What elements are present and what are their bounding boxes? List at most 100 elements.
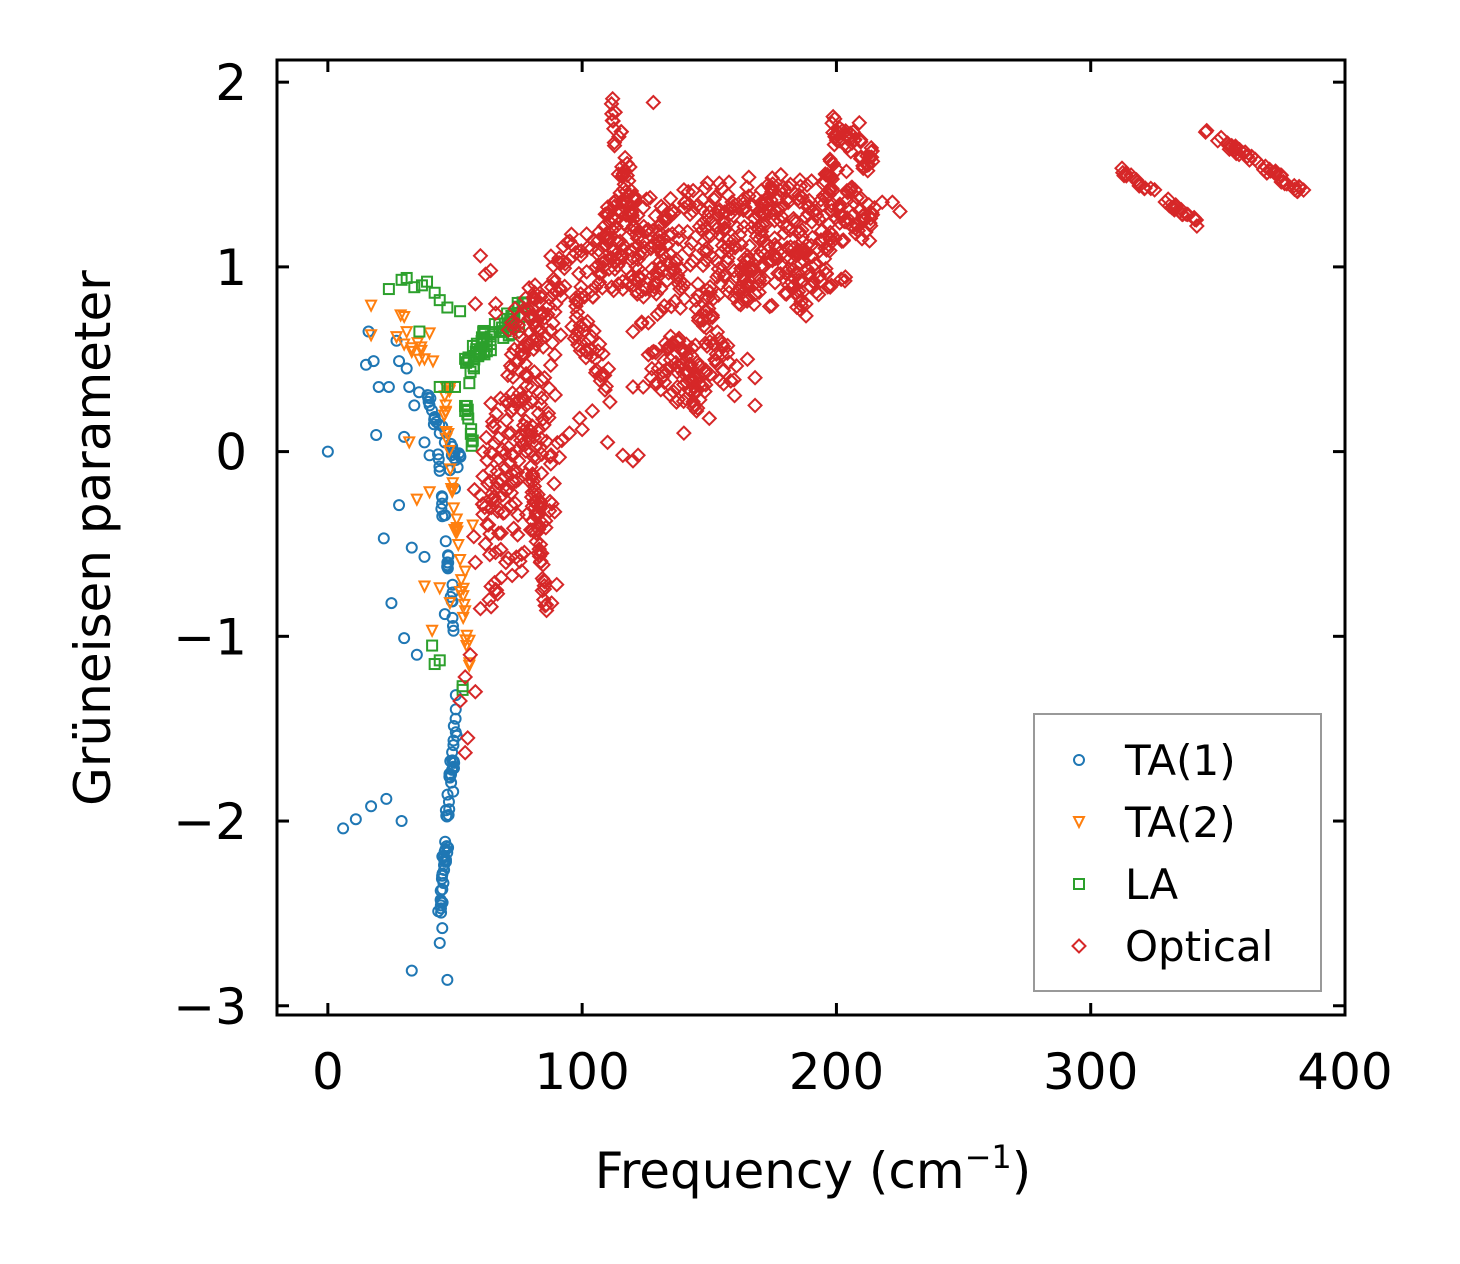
- data-point: [776, 225, 793, 242]
- data-point: [688, 403, 705, 419]
- data-point: [708, 346, 725, 363]
- data-point: [1172, 203, 1188, 220]
- data-point: [433, 294, 446, 307]
- data-point: [682, 257, 699, 273]
- data-point: [798, 295, 814, 312]
- data-point: [439, 405, 453, 420]
- data-point: [591, 265, 608, 282]
- data-point: [428, 658, 441, 671]
- data-point: [441, 560, 454, 573]
- data-point: [769, 265, 786, 282]
- data-point: [1157, 194, 1174, 210]
- data-point: [603, 105, 620, 122]
- data-point: [651, 216, 668, 233]
- data-point: [810, 286, 827, 303]
- legend-marker: [1073, 878, 1085, 890]
- data-point: [536, 581, 553, 598]
- data-point: [860, 156, 877, 173]
- data-point: [714, 180, 730, 197]
- data-point: [803, 214, 820, 230]
- data-point: [817, 260, 834, 277]
- data-point: [837, 269, 854, 286]
- data-point: [702, 366, 718, 383]
- data-point: [842, 180, 859, 197]
- data-point: [795, 245, 812, 262]
- legend-marker: [1071, 938, 1087, 954]
- data-point: [1275, 173, 1292, 190]
- data-point: [405, 964, 418, 977]
- data-point: [337, 822, 350, 835]
- data-point: [695, 257, 712, 274]
- data-point: [695, 312, 712, 328]
- data-point: [453, 554, 467, 568]
- data-point: [754, 196, 770, 213]
- data-point: [794, 272, 811, 289]
- y-tick-label: −1: [173, 608, 247, 666]
- data-point: [418, 550, 431, 563]
- data-point: [385, 597, 398, 610]
- data-point: [532, 289, 549, 305]
- legend-label: TA(1): [1124, 736, 1236, 785]
- data-point: [722, 372, 739, 389]
- data-point: [448, 446, 461, 459]
- data-point: [690, 287, 706, 304]
- data-point: [434, 902, 447, 915]
- data-point: [859, 148, 875, 164]
- data-point: [472, 600, 489, 617]
- data-point: [642, 189, 659, 206]
- data-point: [367, 355, 380, 368]
- data-point: [536, 417, 552, 433]
- data-point: [474, 496, 491, 513]
- data-point: [522, 458, 539, 475]
- data-point: [598, 378, 615, 395]
- data-point: [740, 188, 757, 205]
- data-point: [438, 854, 451, 867]
- data-point: [701, 204, 718, 221]
- data-point: [446, 477, 460, 491]
- data-point: [852, 133, 869, 150]
- data-point: [466, 519, 480, 533]
- data-point: [662, 328, 679, 345]
- data-point: [503, 425, 519, 442]
- data-point: [497, 331, 510, 344]
- data-point: [546, 475, 563, 492]
- data-point: [649, 306, 666, 323]
- data-point: [484, 485, 501, 502]
- data-point: [853, 148, 870, 165]
- data-point: [487, 305, 504, 321]
- data-point: [649, 269, 666, 286]
- data-point: [410, 648, 423, 661]
- series-TA(2): [364, 299, 480, 674]
- data-point: [460, 629, 474, 643]
- data-point: [498, 412, 515, 429]
- data-point: [435, 502, 448, 515]
- data-point: [690, 309, 707, 326]
- data-point: [442, 841, 455, 854]
- data-point: [530, 517, 547, 533]
- data-point: [526, 284, 543, 301]
- data-point: [571, 410, 588, 427]
- data-point: [541, 380, 558, 397]
- data-point: [683, 235, 700, 252]
- data-point: [846, 195, 863, 212]
- data-point: [874, 194, 891, 211]
- data-point: [851, 114, 868, 131]
- data-point: [663, 202, 680, 219]
- data-point: [833, 208, 850, 225]
- data-point: [432, 448, 445, 461]
- data-point: [441, 301, 454, 314]
- data-point: [509, 526, 526, 543]
- data-point: [625, 249, 641, 266]
- data-point: [459, 404, 472, 417]
- data-point: [790, 288, 807, 305]
- data-point: [520, 302, 537, 318]
- data-point: [697, 376, 714, 393]
- data-point: [462, 412, 475, 425]
- data-point: [515, 422, 532, 439]
- data-point: [446, 754, 459, 767]
- data-point: [689, 400, 706, 416]
- data-point: [426, 639, 439, 652]
- data-point: [395, 815, 408, 828]
- data-point: [511, 328, 528, 345]
